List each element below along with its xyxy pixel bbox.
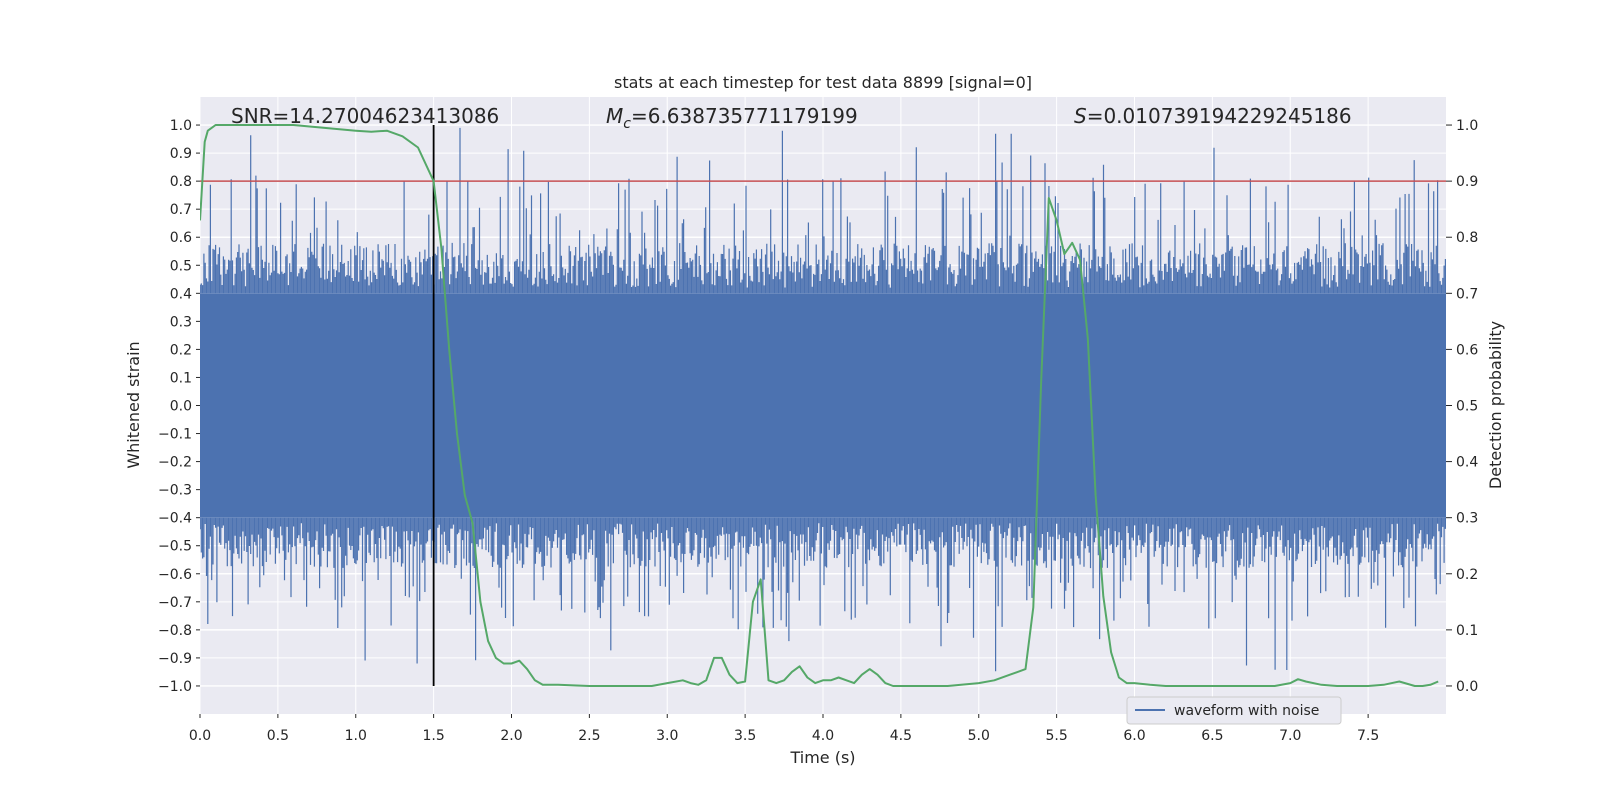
- s-value: =0.010739194229245186: [1087, 104, 1352, 128]
- waveform-series: [200, 127, 1446, 672]
- x-tick-label: 5.5: [1045, 728, 1067, 744]
- y-tick-label: −0.8: [158, 623, 192, 639]
- waveform-lower-spikes: [200, 517, 1446, 672]
- y2-tick-label: 0.7: [1456, 286, 1478, 302]
- x-axis-label: Time (s): [789, 748, 855, 767]
- y-tick-label: −0.2: [158, 455, 192, 471]
- y-tick-label: 0.8: [170, 174, 192, 190]
- mc-symbol: M: [606, 104, 623, 128]
- x-tick-label: 7.0: [1279, 728, 1301, 744]
- legend-label: waveform with noise: [1174, 703, 1319, 719]
- y2-tick-label: 0.3: [1456, 511, 1478, 527]
- y2-tick-label: 0.9: [1456, 174, 1478, 190]
- s-annotation: S=0.010739194229245186: [1074, 104, 1352, 128]
- y2-tick-label: 0.5: [1456, 399, 1478, 415]
- y-tick-label: −0.6: [158, 567, 192, 583]
- mc-subscript: c: [623, 116, 631, 132]
- s-symbol: S: [1074, 104, 1087, 128]
- y-tick-label: 0.5: [170, 258, 192, 274]
- y-tick-label: 0.4: [170, 286, 192, 302]
- y-tick-label: −0.3: [158, 483, 192, 499]
- x-axis-ticks: 0.0 0.5 1.0 1.5 2.0 2.5 3.0 3.5 4.0 4.5 5.0 5.5 6.0 6…: [189, 714, 1379, 744]
- x-tick-label: 1.5: [422, 728, 444, 744]
- legend: waveform with noise: [1126, 696, 1342, 725]
- y-tick-label: 0.7: [170, 202, 192, 218]
- waveform-upper-spikes: [200, 127, 1446, 294]
- y2-tick-label: 0.2: [1456, 567, 1478, 583]
- chart-title: stats at each timestep for test data 889…: [614, 73, 1032, 92]
- legend-box: [1126, 696, 1342, 725]
- y2-tick-label: 0.8: [1456, 230, 1478, 246]
- y-tick-label: −0.1: [158, 427, 192, 443]
- overlays: [200, 124, 1446, 687]
- snr-annotation: SNR=14.27004623413086: [231, 104, 499, 128]
- waveform-core: [200, 293, 1446, 518]
- y-tick-label: −0.9: [158, 651, 192, 667]
- y-tick-label: 0.1: [170, 370, 192, 386]
- y-axis-label: Whitened strain: [124, 341, 143, 468]
- x-tick-label: 7.5: [1357, 728, 1379, 744]
- y-tick-label: 0.3: [170, 314, 192, 330]
- y2-tick-label: 0.6: [1456, 342, 1478, 358]
- x-tick-label: 4.5: [890, 728, 912, 744]
- x-tick-label: 5.0: [968, 728, 990, 744]
- x-tick-label: 3.0: [656, 728, 678, 744]
- y2-axis-ticks: 1.0 0.9 0.8 0.7 0.6 0.5 0.4 0.3 0.2 0.1 0.0: [1446, 118, 1478, 695]
- y-tick-label: 0.0: [170, 399, 192, 415]
- y-tick-label: −0.7: [158, 595, 192, 611]
- y-tick-label: −0.5: [158, 539, 192, 555]
- y-axis-ticks: 1.0 0.9 0.8 0.7 0.6 0.5 0.4 0.3 0.2 0.1 0.0 −0.1 −0.…: [158, 118, 200, 695]
- y-tick-label: 0.2: [170, 342, 192, 358]
- y2-axis-label: Detection probability: [1486, 321, 1505, 489]
- x-tick-label: 2.0: [500, 728, 522, 744]
- y-tick-label: 0.9: [170, 146, 192, 162]
- x-tick-label: 0.5: [267, 728, 289, 744]
- x-tick-label: 0.0: [189, 728, 211, 744]
- probability-line: [200, 124, 1439, 687]
- x-tick-label: 2.5: [578, 728, 600, 744]
- y2-tick-label: 1.0: [1456, 118, 1478, 134]
- y-tick-label: 1.0: [170, 118, 192, 134]
- x-tick-label: 6.5: [1201, 728, 1223, 744]
- x-tick-label: 1.0: [345, 728, 367, 744]
- y-tick-label: −1.0: [158, 679, 192, 695]
- y2-tick-label: 0.4: [1456, 455, 1478, 471]
- x-tick-label: 6.0: [1123, 728, 1145, 744]
- mc-annotation: Mc=6.638735771179199: [606, 104, 858, 132]
- y-tick-label: −0.4: [158, 511, 192, 527]
- mc-value: =6.638735771179199: [631, 104, 858, 128]
- y-tick-label: 0.6: [170, 230, 192, 246]
- y2-tick-label: 0.0: [1456, 679, 1478, 695]
- x-tick-label: 4.0: [812, 728, 834, 744]
- y2-tick-label: 0.1: [1456, 623, 1478, 639]
- x-tick-label: 3.5: [734, 728, 756, 744]
